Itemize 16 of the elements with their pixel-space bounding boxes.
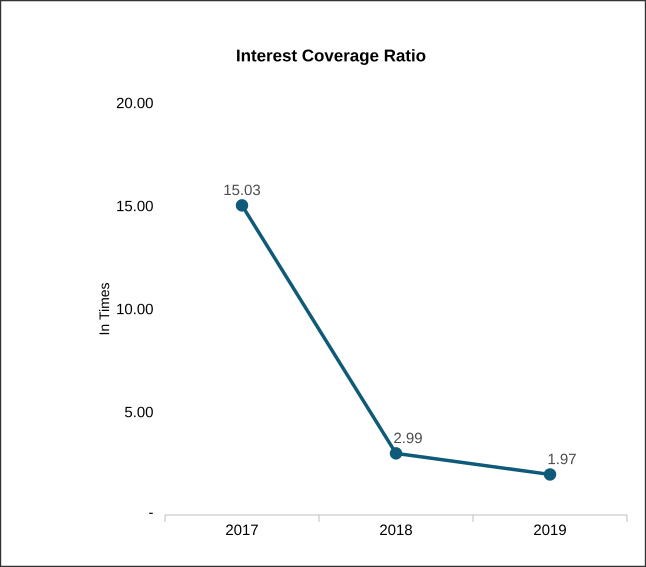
chart-title: Interest Coverage Ratio bbox=[237, 49, 426, 65]
point bbox=[390, 447, 402, 460]
x-tick-label: 2018 bbox=[380, 524, 412, 536]
x-tick-label: 2017 bbox=[226, 524, 258, 536]
y-axis-title: In Times bbox=[99, 283, 110, 334]
y-tick-label: 5.00 bbox=[124, 406, 153, 418]
data-label: 2.99 bbox=[394, 432, 422, 444]
point bbox=[544, 468, 556, 481]
y-tick-label: 10.00 bbox=[117, 304, 153, 314]
y-tick-label: 15.00 bbox=[117, 200, 153, 212]
y-tick-label: - bbox=[149, 512, 153, 514]
point bbox=[236, 199, 248, 212]
y-tick-label: 20.00 bbox=[116, 98, 153, 108]
x-tick-label: 2019 bbox=[534, 524, 566, 536]
data-label: 1.97 bbox=[548, 454, 576, 464]
data-label: 15.03 bbox=[224, 184, 260, 196]
